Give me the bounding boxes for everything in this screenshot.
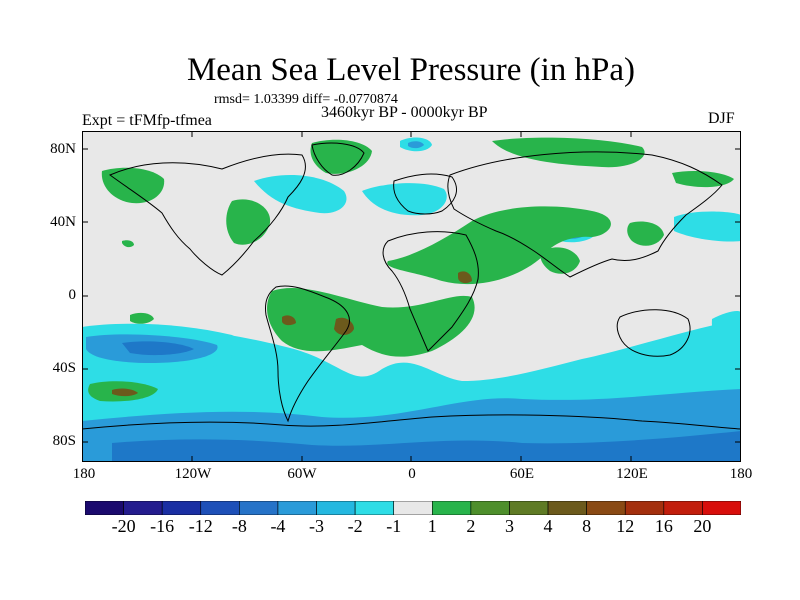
europe-coast	[393, 173, 457, 215]
south-america-coast	[265, 285, 350, 423]
colorbar-box	[123, 501, 163, 515]
africa-coast	[382, 231, 479, 352]
greenland-coast	[311, 142, 365, 176]
southwest-pacific-trough	[711, 311, 741, 371]
colorbar-tick-label: 3	[504, 516, 514, 536]
colorbar-box	[431, 501, 472, 515]
colorbar-box	[239, 501, 279, 515]
west-pacific-low	[674, 211, 741, 242]
east-africa-core	[458, 271, 472, 284]
colorbar-tick-label: -8	[231, 516, 247, 536]
north-pacific-high	[101, 167, 165, 204]
east-pacific-patch	[130, 312, 154, 324]
north-america-high	[226, 199, 271, 245]
colorbar-tick-label: 12	[616, 516, 635, 536]
colorbar-tick-label: 4	[543, 516, 553, 536]
colorbar-tick-label: -16	[150, 516, 175, 536]
colorbar-tick-label: 8	[582, 516, 592, 536]
east-asia-high	[627, 221, 664, 246]
colorbar-box	[586, 501, 626, 515]
lon-ticks	[191, 131, 632, 462]
experiment-label: Expt = tFMfp-tfmea	[82, 112, 212, 129]
colorbar	[85, 501, 741, 515]
colorbar-box	[85, 501, 124, 515]
lon-label-0: 0	[408, 466, 416, 482]
colorbar-tick-label: -20	[111, 516, 136, 536]
colorbar-tick-label: 16	[654, 516, 673, 536]
colorbar-box	[277, 501, 317, 515]
south-pacific-brown-patch	[112, 388, 138, 397]
lat-ticks	[82, 148, 741, 443]
colorbar-tick-label: -4	[270, 516, 286, 536]
lat-label-40n: 40N	[50, 214, 76, 230]
colorbar-box	[663, 501, 703, 515]
lon-label-120w: 120W	[174, 466, 212, 482]
north-america-coast	[109, 153, 306, 276]
colorbar-tick-label: 2	[466, 516, 476, 536]
north-atlantic-high	[310, 139, 372, 174]
colorbar-tick-label: 20	[693, 516, 712, 536]
lat-label-0: 0	[68, 287, 77, 303]
lat-label-40s: 40S	[52, 360, 76, 376]
lon-label-180e: 180	[729, 466, 753, 482]
southern-band-dark	[112, 431, 741, 462]
india-high	[540, 247, 580, 274]
stats-label: rmsd= 1.03399 diff= -0.0770874	[214, 92, 398, 107]
brazil-core	[282, 315, 296, 326]
colorbar-tick-label: -2	[347, 516, 363, 536]
pressure-anomaly-map	[82, 131, 741, 462]
colorbar-tick-label: -12	[188, 516, 213, 536]
colorbar-tick-label: -3	[309, 516, 325, 536]
colorbar-box	[470, 501, 510, 515]
lon-label-120e: 120E	[616, 466, 648, 482]
colorbar-box	[316, 501, 356, 515]
colorbar-box	[547, 501, 587, 515]
colorbar-box	[509, 501, 549, 515]
lon-label-180w: 180	[72, 466, 96, 482]
north-atlantic-low	[254, 175, 347, 214]
lon-label-60e: 60E	[509, 466, 535, 482]
antarctica-coast	[82, 414, 741, 430]
lon-label-60w: 60W	[287, 466, 317, 482]
colorbar-tick-label: 1	[427, 516, 437, 536]
australia-coast	[616, 309, 691, 357]
lat-label-80s: 80S	[52, 433, 76, 449]
colorbar-tick-label: -1	[386, 516, 402, 536]
season-label: DJF	[708, 110, 735, 127]
asia-coast	[447, 151, 723, 278]
west-pacific-patch	[122, 240, 134, 248]
colorbar-box	[702, 501, 741, 515]
period-label: 3460kyr BP - 0000kyr BP	[321, 104, 488, 121]
colorbar-box	[200, 501, 240, 515]
arctic-low-core	[408, 141, 424, 149]
map-title: Mean Sea Level Pressure (in hPa)	[186, 52, 636, 88]
colorbar-box	[161, 501, 202, 515]
central-asia-high	[387, 206, 611, 285]
coastlines	[82, 142, 741, 430]
colorbar-box	[354, 501, 395, 515]
lat-label-80n: 80N	[50, 141, 76, 157]
south-pacific-trough-core	[122, 341, 194, 356]
colorbar-box	[624, 501, 665, 515]
eurasia-low	[362, 183, 447, 216]
colorbar-box	[393, 501, 433, 515]
